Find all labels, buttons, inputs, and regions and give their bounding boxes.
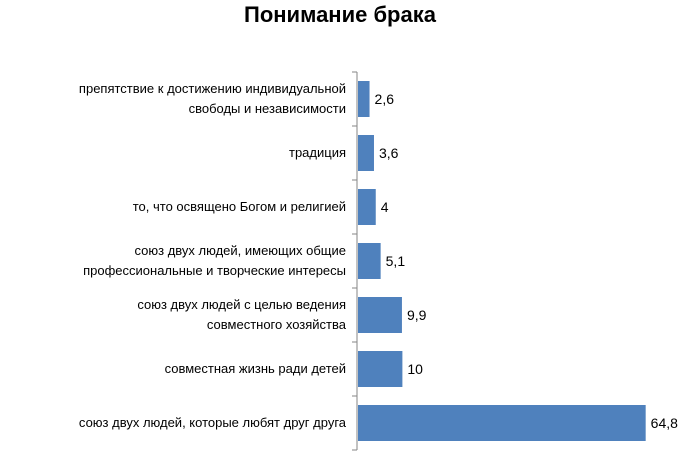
category-label: союз двух людей с целью ведения совместно… — [0, 288, 346, 342]
bar — [358, 243, 381, 279]
category-label-text: то, что освящено Богом и религией — [132, 199, 346, 214]
bar — [358, 297, 402, 333]
category-label-text: союз двух людей с целью ведения совместно… — [137, 297, 346, 332]
category-label-text: союз двух людей, имеющих общие профессион… — [83, 243, 346, 278]
category-label-text: традиция — [288, 145, 346, 160]
category-label: союз двух людей, которые любят друг друг… — [0, 396, 346, 450]
bar-value-label: 4 — [381, 199, 389, 215]
category-label: то, что освящено Богом и религией — [0, 180, 346, 234]
bar-value-label: 3,6 — [379, 145, 399, 161]
bar-value-label: 2,6 — [375, 91, 395, 107]
bar — [358, 351, 403, 387]
category-label: совместная жизнь ради детей — [0, 342, 346, 396]
bar-value-label: 9,9 — [407, 307, 427, 323]
category-label: традиция — [0, 126, 346, 180]
chart-title: Понимание брака — [244, 2, 436, 27]
bar-value-label: 10 — [407, 361, 423, 377]
category-label-text: союз двух людей, которые любят друг друг… — [78, 415, 346, 430]
bar — [358, 135, 374, 171]
bar-value-label: 64,8 — [651, 415, 678, 431]
category-label-text: совместная жизнь ради детей — [164, 361, 346, 376]
bar-value-label: 5,1 — [386, 253, 406, 269]
bar — [358, 189, 376, 225]
bar — [358, 81, 370, 117]
category-label-text: препятствие к достижению индивидуальной с… — [78, 81, 346, 116]
bar — [358, 405, 646, 441]
category-label: союз двух людей, имеющих общие профессион… — [0, 234, 346, 288]
category-label: препятствие к достижению индивидуальной с… — [0, 72, 346, 126]
